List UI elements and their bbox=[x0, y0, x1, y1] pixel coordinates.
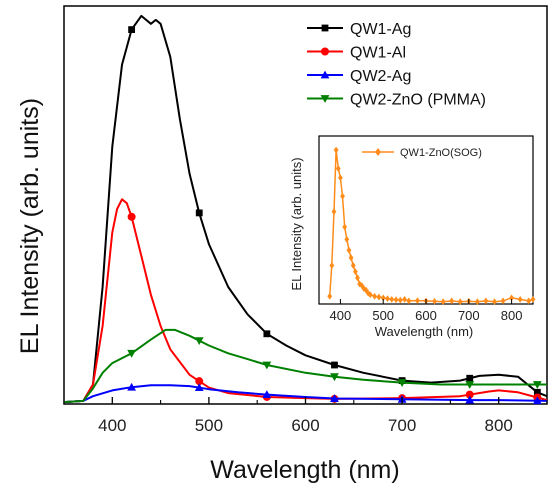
inset-point-40 bbox=[509, 294, 514, 302]
series-2-marker-6 bbox=[532, 396, 542, 405]
series-2-marker-1 bbox=[194, 383, 204, 392]
inset-point-43 bbox=[530, 295, 536, 303]
inset-x-tick-label: 400 bbox=[330, 308, 352, 323]
inset-x-tick-label: 800 bbox=[501, 308, 523, 323]
inset-x-tick-label: 600 bbox=[415, 308, 437, 323]
legend-label: QW2-Ag bbox=[350, 68, 411, 85]
inset-point-8 bbox=[344, 235, 350, 243]
inset-legend-label: QW1-ZnO(SOG) bbox=[400, 147, 482, 159]
series-3-marker-4 bbox=[397, 379, 407, 387]
x-tick-label: 400 bbox=[98, 416, 126, 435]
inset-point-24 bbox=[389, 295, 395, 303]
legend-swatch-marker bbox=[320, 70, 330, 79]
inset-legend: QW1-ZnO(SOG) bbox=[362, 147, 482, 159]
inset-point-28 bbox=[406, 297, 412, 305]
inset-point-4 bbox=[335, 165, 341, 172]
legend-label: QW2-ZnO (PMMA) bbox=[350, 92, 486, 109]
inset-point-3 bbox=[333, 146, 339, 154]
inset-point-39 bbox=[500, 297, 506, 305]
x-axis-title: Wavelength (nm) bbox=[210, 456, 399, 484]
inset-x-axis-title: Wavelength (nm) bbox=[375, 324, 474, 339]
inset-point-41 bbox=[517, 295, 523, 303]
inset-point-0 bbox=[327, 292, 333, 300]
inset-point-9 bbox=[346, 246, 352, 254]
inset-point-12 bbox=[352, 268, 358, 276]
inset-point-29 bbox=[415, 297, 420, 305]
legend-swatch-marker bbox=[321, 47, 329, 56]
inset-x-tick-label: 700 bbox=[458, 308, 480, 323]
y-axis-title: EL Intensity (arb. units) bbox=[16, 98, 44, 354]
x-tick-label: 500 bbox=[195, 416, 223, 435]
series-1-marker-1 bbox=[195, 377, 204, 386]
inset-point-2 bbox=[331, 208, 337, 215]
inset-point-7 bbox=[342, 223, 348, 231]
series-3-marker-5 bbox=[465, 381, 475, 389]
series-3-marker-1 bbox=[194, 337, 204, 346]
inset-point-20 bbox=[372, 292, 378, 300]
series-line-2 bbox=[63, 384, 548, 404]
x-tick-label: 800 bbox=[485, 416, 513, 435]
inset-point-37 bbox=[483, 297, 489, 305]
series-3-marker-3 bbox=[330, 373, 339, 382]
series-line-3 bbox=[63, 328, 547, 404]
series-2-marker-5 bbox=[465, 395, 475, 404]
inset-point-33 bbox=[449, 297, 455, 305]
inset-x-tick-label: 500 bbox=[372, 308, 394, 323]
series-line-0 bbox=[63, 14, 548, 404]
inset-point-13 bbox=[355, 274, 360, 282]
main-legend: QW1-Ag QW1-Al QW2-Ag QW2-ZnO (PMMA) bbox=[307, 21, 486, 109]
legend-swatch-marker bbox=[321, 24, 329, 32]
legend-label: QW1-Ag bbox=[350, 21, 411, 38]
inset-x-tick-labels: 400 500 600 700 800 bbox=[330, 299, 523, 323]
inset-point-10 bbox=[348, 254, 354, 262]
inset-point-22 bbox=[380, 294, 386, 302]
inset-point-23 bbox=[385, 295, 390, 303]
inset-point-25 bbox=[393, 296, 399, 304]
series-2-marker-0 bbox=[127, 382, 137, 391]
inset-point-34 bbox=[457, 298, 463, 306]
inset-point-32 bbox=[440, 298, 446, 306]
inset-point-26 bbox=[397, 296, 403, 304]
inset-y-axis-title: EL Intensity (arb. units) bbox=[289, 157, 304, 290]
series-0-marker-1 bbox=[195, 209, 203, 217]
inset-point-19 bbox=[367, 291, 373, 299]
series-0-marker-3 bbox=[331, 361, 338, 369]
series-2-marker-2 bbox=[262, 390, 272, 399]
series-0-marker-0 bbox=[128, 26, 136, 33]
inset-point-21 bbox=[376, 293, 382, 301]
series-3-marker-6 bbox=[532, 381, 542, 389]
inset-point-31 bbox=[432, 297, 437, 305]
inset-legend-swatch-marker bbox=[375, 148, 381, 156]
inset-point-11 bbox=[350, 262, 356, 269]
inset-point-1 bbox=[329, 262, 335, 269]
series-0-marker-5 bbox=[466, 374, 474, 382]
inset-point-16 bbox=[361, 285, 367, 292]
x-tick-label: 700 bbox=[388, 416, 416, 435]
x-tick-label: 600 bbox=[291, 416, 319, 435]
inset-point-5 bbox=[338, 174, 343, 182]
inset-point-38 bbox=[492, 298, 497, 306]
legend-label: QW1-Al bbox=[350, 45, 406, 62]
inset-point-42 bbox=[526, 297, 532, 305]
inset-plot-frame bbox=[318, 135, 534, 305]
series-0-marker-6 bbox=[533, 388, 541, 396]
series-0-marker-2 bbox=[263, 330, 271, 338]
series-3-marker-2 bbox=[262, 361, 272, 370]
legend-swatch-marker bbox=[320, 95, 330, 103]
series-3-marker-0 bbox=[127, 349, 137, 358]
main-x-tick-labels: 400 500 600 700 800 bbox=[63, 397, 548, 435]
series-1-marker-0 bbox=[127, 212, 136, 221]
inset-point-36 bbox=[474, 298, 480, 306]
series-line-1 bbox=[63, 198, 548, 404]
inset-point-6 bbox=[340, 192, 345, 200]
series-1-marker-5 bbox=[465, 390, 474, 399]
series-2-marker-3 bbox=[330, 394, 339, 402]
inset-point-27 bbox=[402, 295, 407, 303]
